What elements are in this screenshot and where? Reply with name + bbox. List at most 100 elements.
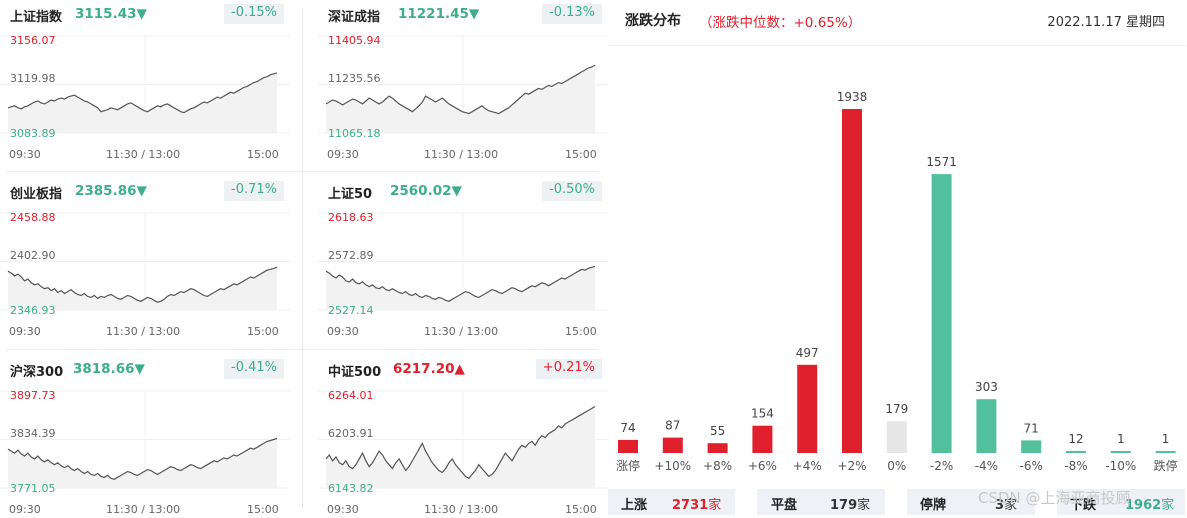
index-name: 上证50 [328, 187, 373, 202]
index-value: 3115.43▼ [75, 6, 147, 22]
bar-涨停 [618, 439, 638, 453]
index-change-badge: -0.13% [542, 4, 602, 24]
summary-down-count: 1962家 [1125, 498, 1175, 513]
summary-up-label: 上涨 [621, 498, 648, 513]
time-start-label: 09:30 [9, 325, 41, 338]
summary-flat: 平盘 179家 [757, 489, 885, 515]
time-end-label: 15:00 [565, 503, 597, 516]
bar--2% [931, 174, 952, 453]
bar-category-label: +10% [654, 459, 691, 473]
index-change-badge: -0.41% [224, 359, 284, 379]
summary-suspended: 停牌 3家 [907, 489, 1035, 515]
summary-suspended-count: 3家 [995, 498, 1018, 513]
index-arrow-icon: ▼ [134, 361, 145, 377]
index-intraday-chart [318, 390, 608, 489]
index-panel[interactable]: 沪深300 3818.66▼ -0.41% 3897.73 3834.39 3771.05… [0, 355, 290, 518]
time-mid-label: 11:30 / 13:00 [424, 503, 499, 516]
index-panel[interactable]: 深证成指 11221.45▼ -0.13% 11405.94 11235.56 11065… [318, 0, 608, 170]
summary-suspended-label: 停牌 [920, 498, 947, 513]
bar-+6% [752, 425, 773, 453]
y-low-label: 2346.93 [10, 304, 56, 317]
y-low-label: 11065.18 [328, 127, 381, 140]
index-panel[interactable]: 上证50 2560.02▼ -0.50% 2618.63 2572.89 2527.14 0… [318, 177, 608, 347]
index-value: 3818.66▼ [73, 361, 145, 377]
index-intraday-chart [0, 35, 290, 134]
distribution-divider [608, 45, 1186, 46]
index-arrow-icon: ▼ [136, 183, 147, 199]
bar-value-label: 154 [751, 407, 774, 421]
index-header: 中证500 6217.20▲ +0.21% [318, 355, 608, 385]
time-end-label: 15:00 [565, 325, 597, 338]
index-intraday-chart [318, 212, 608, 311]
y-high-label: 3156.07 [10, 34, 56, 47]
bar-value-label: 71 [1024, 421, 1039, 435]
time-mid-label: 11:30 / 13:00 [106, 503, 181, 516]
index-panel[interactable]: 创业板指 2385.86▼ -0.71% 2458.88 2402.90 2346.93 0… [0, 177, 290, 347]
y-mid-label: 6203.91 [328, 427, 374, 440]
index-header: 深证成指 11221.45▼ -0.13% [318, 0, 608, 30]
bar-value-label: 12 [1068, 432, 1083, 446]
y-mid-label: 11235.56 [328, 72, 381, 85]
bar-+4% [797, 364, 818, 453]
index-line [325, 405, 596, 480]
distribution-bar-chart: 74 涨停 87 +10% 55 +8% 154 +6% 497 +4% 1938 +2% 179 0% 1… [616, 90, 1178, 473]
bar-+8% [707, 443, 728, 453]
bar-category-label: -2% [930, 459, 953, 473]
distribution-title: 涨跌分布 [625, 13, 681, 29]
bar-value-label: 179 [885, 402, 908, 416]
bar-category-label: +2% [837, 459, 866, 473]
index-area [8, 72, 277, 133]
bar-跌停 [1155, 451, 1176, 453]
index-name: 上证指数 [10, 10, 63, 25]
time-end-label: 15:00 [247, 325, 279, 338]
time-mid-label: 11:30 / 13:00 [106, 148, 181, 161]
index-value: 6217.20▲ [393, 361, 465, 377]
summary-up: 上涨 2731家 [608, 489, 735, 515]
index-change-badge: -0.71% [224, 181, 284, 201]
watermark: CSDN @上海亚商投顾 [978, 489, 1131, 507]
bar-category-label: +6% [748, 459, 777, 473]
time-end-label: 15:00 [247, 503, 279, 516]
index-line [7, 72, 278, 114]
index-arrow-icon: ▼ [136, 6, 147, 22]
bar-value-label: 1571 [926, 155, 957, 169]
index-intraday-chart [0, 212, 290, 311]
row-separator [6, 349, 598, 350]
y-low-label: 6143.82 [328, 482, 374, 495]
index-panel[interactable]: 中证500 6217.20▲ +0.21% 6264.01 6203.91 6143.82… [318, 355, 608, 518]
y-high-label: 2458.88 [10, 211, 56, 224]
y-low-label: 3771.05 [10, 482, 56, 495]
bar-0% [886, 421, 907, 453]
bar-value-label: 1 [1162, 432, 1170, 446]
index-panel[interactable]: 上证指数 3115.43▼ -0.15% 3156.07 3119.98 3083.89 0… [0, 0, 290, 170]
bar-value-label: 55 [710, 424, 725, 438]
y-mid-label: 3834.39 [10, 427, 56, 440]
index-value: 2385.86▼ [75, 183, 147, 199]
y-high-label: 2618.63 [328, 211, 374, 224]
y-high-label: 3897.73 [10, 389, 56, 402]
index-header: 上证50 2560.02▼ -0.50% [318, 177, 608, 207]
index-line [325, 265, 596, 302]
index-area [326, 65, 595, 133]
bar--10% [1110, 451, 1131, 453]
time-mid-label: 11:30 / 13:00 [106, 325, 181, 338]
summary-up-count: 2731家 [672, 498, 722, 513]
bar-category-label: -6% [1020, 459, 1043, 473]
bar-value-label: 74 [620, 421, 635, 435]
bar-category-label: 跌停 [1154, 458, 1178, 473]
index-change-badge: -0.50% [542, 181, 602, 201]
bar-category-label: -8% [1064, 459, 1087, 473]
summary-flat-label: 平盘 [771, 498, 798, 513]
bar-category-label: 涨停 [616, 458, 640, 473]
bar-value-label: 87 [665, 419, 680, 433]
index-arrow-icon: ▲ [454, 361, 465, 377]
y-low-label: 3083.89 [10, 127, 56, 140]
index-name: 沪深300 [10, 365, 64, 380]
index-change-badge: +0.21% [535, 359, 602, 379]
index-line [325, 64, 596, 115]
index-name: 创业板指 [10, 187, 63, 202]
index-arrow-icon: ▼ [468, 6, 480, 22]
bar--6% [1021, 440, 1042, 453]
time-start-label: 09:30 [327, 503, 359, 516]
distribution-date: 2022.11.17 星期四 [1047, 15, 1165, 30]
